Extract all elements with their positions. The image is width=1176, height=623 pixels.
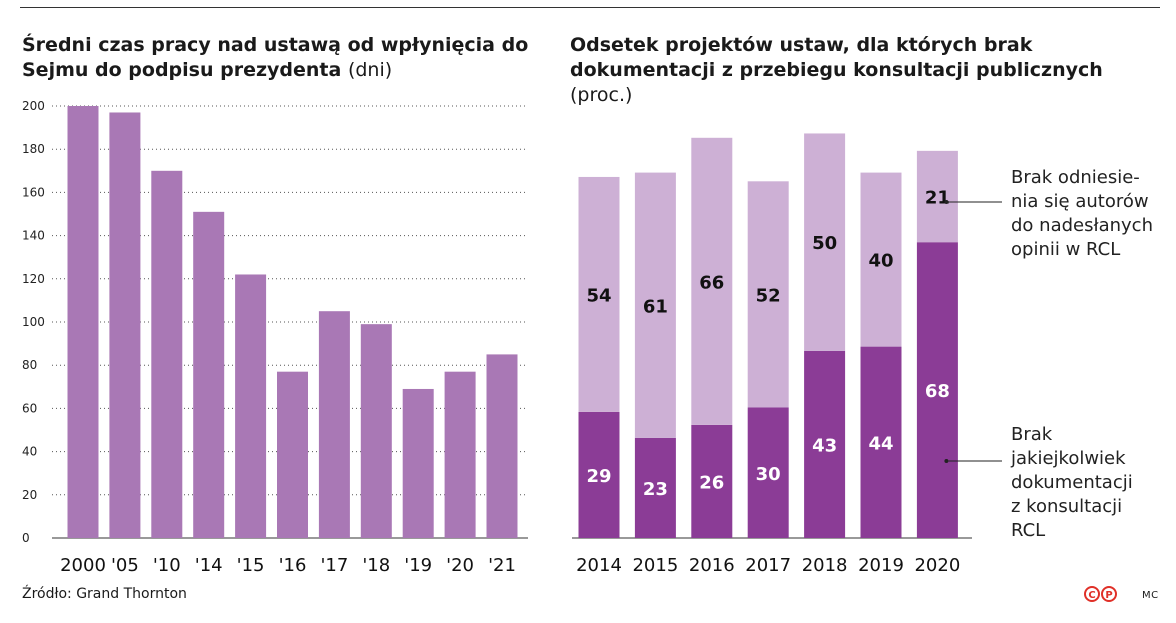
logo-letter-c: C: [1088, 590, 1095, 601]
left-x-tick-label: '14: [195, 555, 223, 576]
left-bar: [402, 388, 434, 538]
left-x-tick-label: '05: [111, 555, 139, 576]
logo-ring-c: [1084, 586, 1100, 602]
left-bar-chart: 0 20 40 60 80 100 120 140 160 180 200 2000'05 '10 '14…: [22, 99, 528, 576]
right-bar-segment-no-documentation: [691, 424, 733, 538]
left-bar: [151, 170, 183, 539]
left-x-tick-label: '19: [404, 555, 432, 576]
left-x-tick-label: '20: [446, 555, 474, 576]
right-bar-segment-no-response: [804, 133, 846, 351]
left-x-tick-label: '16: [279, 555, 307, 576]
author-credit: MC: [1142, 590, 1159, 601]
right-x-tick-label: 2017: [745, 555, 791, 576]
right-chart-title-main: Odsetek projektów ustaw, dla których bra…: [570, 34, 1103, 81]
right-x-tick-label: 2019: [858, 555, 904, 576]
left-chart-title: Średni czas pracy nad ustawą od wpłynięc…: [22, 33, 542, 83]
right-bar-segment-no-documentation: [860, 346, 902, 538]
right-bar-segment-no-documentation: [578, 411, 620, 538]
right-bar-value-label: 68: [925, 381, 950, 402]
publisher-logo: C P: [1084, 586, 1117, 602]
right-bar-segment-no-documentation: [916, 242, 958, 538]
left-y-tick-label: 80: [22, 358, 37, 372]
left-x-tick-label: '17: [320, 555, 348, 576]
right-x-tick-label: 2016: [689, 555, 735, 576]
legend-no-response-marker: [944, 200, 949, 204]
right-bar-value-label: 54: [586, 285, 611, 306]
right-bar-segment-no-documentation: [747, 407, 789, 538]
left-x-tick-label: '10: [153, 555, 181, 576]
left-y-tick-label: 120: [22, 272, 45, 286]
right-bar-segment-no-response: [916, 150, 958, 243]
logo-ring-p: [1101, 586, 1117, 602]
right-x-tick-label: 2020: [914, 555, 960, 576]
left-x-tick-label: 2000: [60, 555, 106, 576]
left-y-tick-label: 100: [22, 315, 45, 329]
left-x-tick-label: '15: [237, 555, 265, 576]
left-y-tick-label: 140: [22, 229, 45, 243]
right-bar-segment-no-response: [860, 172, 902, 347]
right-bar-segment-no-response: [634, 172, 676, 438]
right-bar-segment-no-documentation: [804, 350, 846, 538]
top-rule: [20, 7, 1160, 8]
left-y-tick-label: 180: [22, 142, 45, 156]
legend-no-response-text-line: nia się autorów: [1011, 191, 1149, 212]
left-y-tick-label: 20: [22, 488, 37, 502]
left-y-tick-label: 200: [22, 99, 45, 113]
right-stacked-bar-chart: 29 54 2014 23 61 2015 26 66 2016 30 52 2017 43 50 2018…: [572, 133, 1153, 576]
legend-no-documentation-text-line: dokumentacji: [1011, 472, 1133, 493]
right-x-tick-label: 2015: [632, 555, 678, 576]
right-bar-value-label: 30: [756, 464, 781, 485]
left-bar: [193, 211, 225, 538]
left-y-tick-label: 160: [22, 185, 45, 199]
right-x-tick-label: 2018: [802, 555, 848, 576]
left-x-tick-label: '21: [488, 555, 516, 576]
right-x-tick-label: 2014: [576, 555, 622, 576]
legend-no-documentation-marker: [944, 459, 949, 463]
left-bar: [486, 354, 518, 538]
left-bar: [235, 274, 267, 538]
right-chart-title-unit: (proc.): [570, 84, 633, 106]
legend-no-response-text-line: opinii w RCL: [1011, 239, 1120, 260]
legend-no-documentation-text-line: Brak: [1011, 424, 1053, 445]
left-chart-title-unit: (dni): [347, 59, 393, 81]
left-y-tick-label: 40: [22, 445, 37, 459]
right-bar-value-label: 26: [699, 472, 724, 493]
right-bar-value-label: 52: [756, 285, 781, 306]
right-bar-value-label: 29: [586, 466, 611, 487]
right-bar-segment-no-response: [747, 181, 789, 408]
right-bar-value-label: 44: [868, 433, 893, 454]
legend-no-response-text-line: do nadesłanych: [1011, 215, 1153, 236]
right-bar-value-label: 61: [643, 296, 668, 317]
legend-no-documentation-text-line: RCL: [1011, 520, 1045, 541]
left-bar: [277, 371, 308, 538]
right-bar-value-label: 66: [699, 272, 724, 293]
right-bar-value-label: 43: [812, 435, 837, 456]
right-bar-value-label: 40: [868, 251, 893, 272]
left-y-tick-label: 0: [22, 531, 30, 545]
left-bar: [109, 112, 141, 538]
right-bar-segment-no-response: [691, 137, 733, 425]
legend-no-documentation-text-line: jakiejkolwiek: [1010, 448, 1126, 469]
right-chart-title: Odsetek projektów ustaw, dla których bra…: [570, 33, 1170, 108]
right-bar-value-label: 21: [925, 188, 950, 209]
left-bar: [360, 324, 392, 538]
right-bar-value-label: 23: [643, 479, 668, 500]
left-bar: [67, 106, 99, 538]
right-bar-segment-no-documentation: [634, 437, 676, 538]
source-note: Źródło: Grand Thornton: [22, 586, 187, 602]
left-bar: [444, 371, 476, 538]
right-bar-value-label: 50: [812, 233, 837, 254]
legend-no-response-text-line: Brak odniesie-: [1011, 167, 1140, 188]
legend-no-documentation-text-line: z konsultacji: [1011, 496, 1122, 517]
left-chart-title-main: Średni czas pracy nad ustawą od wpłynięc…: [22, 34, 529, 81]
logo-letter-p: P: [1105, 590, 1112, 601]
right-bar-segment-no-response: [578, 176, 620, 412]
left-y-tick-label: 60: [22, 401, 37, 415]
left-bar: [318, 311, 350, 538]
left-x-tick-label: '18: [362, 555, 390, 576]
